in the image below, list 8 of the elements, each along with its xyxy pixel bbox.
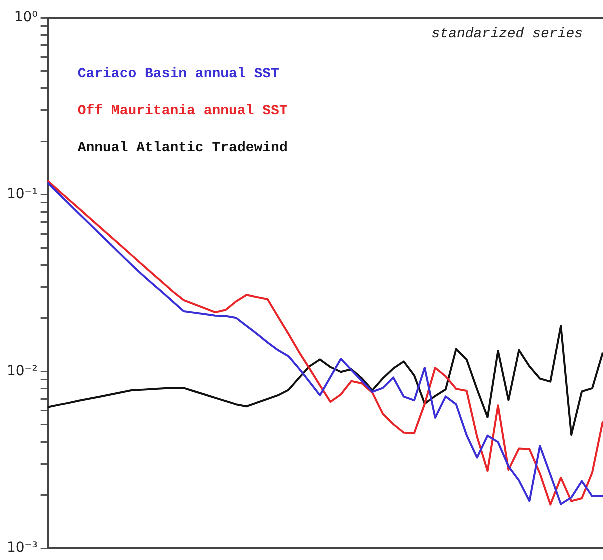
annotation: standarized series	[432, 26, 583, 43]
text: Cariaco Basin annual SST	[78, 66, 280, 83]
y-tick-label: 10⁻¹	[6, 186, 38, 203]
y-tick-label: 10⁰	[14, 10, 38, 26]
text: Off Mauritania annual SST	[78, 104, 288, 120]
text: Annual Atlantic Tradewind	[78, 140, 288, 157]
y-tick-label: 10⁻³	[6, 540, 38, 556]
y-tick-label: 10⁻²	[6, 363, 38, 380]
